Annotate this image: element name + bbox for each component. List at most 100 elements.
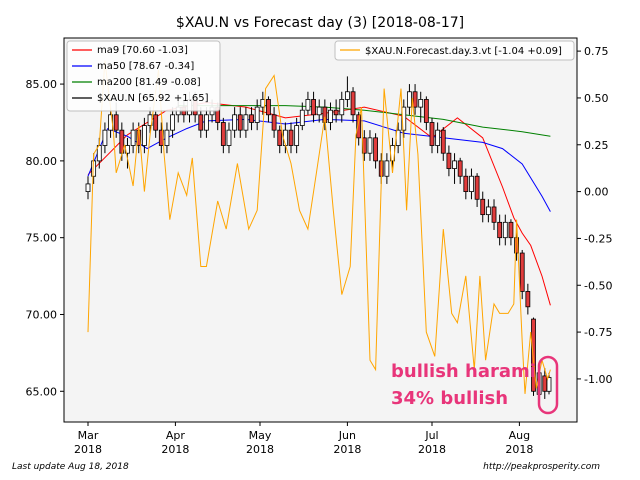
candle	[130, 122, 136, 154]
right-tick-label: 0.50	[584, 92, 609, 105]
candle	[305, 91, 311, 115]
candle-body	[423, 99, 429, 123]
axes: 65.00 70.00 75.00 80.00 85.00 0.75 0.50 0.25 0.0…	[26, 45, 613, 456]
right-tick-label: -0.25	[584, 232, 612, 245]
right-tick-label: 0.00	[584, 186, 609, 199]
candle	[226, 122, 232, 154]
candle	[243, 107, 249, 138]
candle	[294, 117, 300, 154]
candle-body	[356, 114, 362, 139]
candle	[356, 111, 362, 146]
candle-body	[519, 252, 525, 292]
candle-body	[220, 122, 226, 146]
candle	[474, 173, 480, 207]
x-tick-year: 2018	[74, 443, 102, 456]
left-tick-label: 70.00	[26, 308, 58, 321]
x-tick-label: Jul	[424, 429, 438, 442]
candle	[288, 122, 294, 154]
candle	[266, 96, 271, 123]
left-tick-label: 85.00	[26, 78, 58, 91]
candle-body	[153, 114, 159, 131]
candle-body	[469, 175, 474, 193]
candle-body	[401, 106, 407, 131]
legend-entry: $XAU.N.Forecast.day.3.vt [-1.04 +0.09]	[365, 46, 562, 57]
candle-body	[435, 129, 441, 146]
candle	[463, 168, 469, 200]
ma200-line	[178, 105, 551, 137]
candle-body	[294, 125, 300, 146]
chart-title: $XAU.N vs Forecast day (3) [2018-08-17]	[176, 15, 464, 31]
candle	[333, 99, 339, 123]
candle-body	[491, 206, 497, 223]
candle-body	[271, 114, 277, 131]
candle	[277, 125, 283, 154]
candle-body	[164, 129, 170, 146]
candle-body	[130, 129, 136, 146]
left-tick-label: 80.00	[26, 155, 58, 168]
x-tick-year: 2018	[505, 443, 533, 456]
candle	[384, 153, 390, 184]
candle-body	[452, 160, 457, 169]
candle-body	[384, 160, 390, 177]
candle-body	[446, 152, 452, 169]
candle-body	[232, 114, 238, 131]
candle-body	[339, 99, 345, 116]
legend-left-frame	[66, 40, 221, 112]
candle	[299, 102, 305, 131]
candle-body	[429, 122, 435, 146]
candle-body	[546, 377, 552, 392]
candle	[164, 122, 170, 154]
legend-right: $XAU.N.Forecast.day.3.vt [-1.04 +0.09]	[334, 40, 575, 61]
source-url: http://peakprosperity.com	[483, 462, 600, 472]
pattern-annotation: bullish harami 34% bullish	[391, 355, 559, 415]
candle-body	[311, 99, 316, 116]
candle-body	[463, 175, 469, 193]
candle	[373, 133, 378, 169]
candle	[220, 117, 226, 154]
candle-body	[204, 114, 209, 131]
candle-body	[243, 114, 249, 131]
candle	[316, 99, 322, 123]
candle	[546, 372, 552, 395]
last-update-text: Last update Aug 18, 2018	[12, 462, 129, 472]
legend-right-frame	[334, 40, 575, 61]
candle	[249, 107, 254, 131]
candle-body	[542, 375, 548, 392]
legend-entry: ma50 [78.67 -0.34]	[97, 61, 194, 72]
candle-body	[226, 129, 232, 146]
candle	[254, 99, 260, 131]
annotation-line-2: 34% bullish	[391, 388, 508, 409]
candle-body	[418, 99, 424, 108]
candle-body	[485, 206, 491, 216]
candle	[170, 107, 175, 138]
candle	[339, 91, 345, 123]
candle-body	[480, 198, 486, 216]
candle-body	[249, 114, 254, 123]
candle-body	[288, 129, 294, 146]
x-tick-label: May	[249, 429, 272, 442]
candle	[345, 76, 350, 108]
candle-body	[474, 175, 480, 200]
candle	[508, 219, 514, 246]
candle	[141, 117, 147, 154]
candle-body	[170, 114, 175, 131]
candle	[485, 199, 491, 223]
candle-body	[237, 114, 243, 131]
candle-body	[254, 106, 260, 123]
candle-body	[345, 91, 350, 100]
candle	[418, 91, 424, 123]
candle	[480, 191, 486, 223]
candle-body	[497, 221, 503, 239]
candle	[525, 283, 531, 315]
candle	[435, 122, 441, 154]
candle-body	[305, 99, 311, 111]
legend-entry: $XAU.N [65.92 +1.65]	[97, 93, 209, 104]
candle	[452, 153, 457, 184]
candle-body	[316, 106, 322, 116]
candle-body	[525, 291, 531, 308]
right-tick-label: -1.00	[584, 373, 612, 386]
candle-body	[502, 221, 508, 239]
candle-body	[141, 125, 147, 146]
candle-body	[412, 91, 418, 108]
